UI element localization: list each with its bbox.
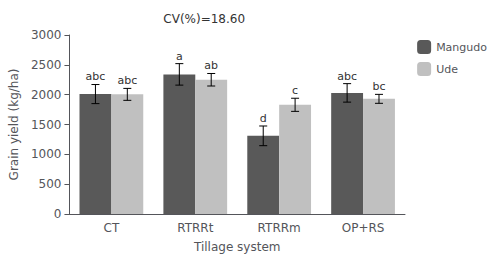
svg-text:d: d xyxy=(260,112,267,125)
svg-text:2500: 2500 xyxy=(31,58,62,72)
svg-text:Ude: Ude xyxy=(436,63,458,76)
svg-text:RTRRm: RTRRm xyxy=(258,221,301,235)
svg-text:RTRRt: RTRRt xyxy=(177,221,213,235)
svg-text:Mangudo: Mangudo xyxy=(436,41,487,54)
svg-text:1500: 1500 xyxy=(31,118,62,132)
svg-text:2000: 2000 xyxy=(31,88,62,102)
svg-text:CV(%)=18.60: CV(%)=18.60 xyxy=(163,12,245,26)
svg-text:c: c xyxy=(292,84,298,97)
svg-text:CT: CT xyxy=(104,221,120,235)
svg-text:500: 500 xyxy=(39,177,62,191)
svg-text:abc: abc xyxy=(86,70,106,83)
svg-text:abc: abc xyxy=(117,74,137,87)
svg-text:3000: 3000 xyxy=(31,28,62,42)
svg-text:Grain yield (kg/ha): Grain yield (kg/ha) xyxy=(7,69,21,181)
svg-text:abc: abc xyxy=(337,70,357,83)
svg-text:ab: ab xyxy=(204,59,218,72)
svg-text:a: a xyxy=(176,50,183,63)
svg-text:bc: bc xyxy=(372,80,385,93)
svg-text:OP+RS: OP+RS xyxy=(342,221,385,235)
svg-text:0: 0 xyxy=(54,207,62,221)
svg-text:1000: 1000 xyxy=(31,147,62,161)
svg-text:Tillage system: Tillage system xyxy=(193,240,281,254)
